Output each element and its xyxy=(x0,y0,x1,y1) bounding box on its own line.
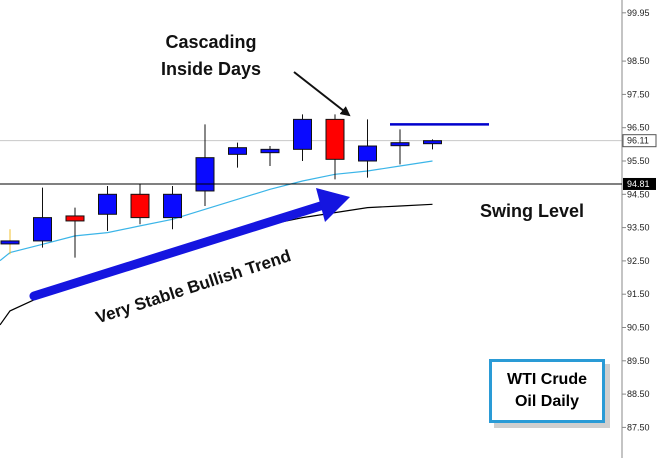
trend-label: Very Stable Bullish Trend xyxy=(93,246,293,327)
y-tick-label: 91.50 xyxy=(627,289,650,299)
candle-bull xyxy=(98,185,117,231)
candle-bull xyxy=(195,124,215,206)
candle-body xyxy=(130,193,150,219)
candle-body xyxy=(325,118,345,160)
candle-bear xyxy=(325,114,345,180)
candle-bull xyxy=(163,185,182,230)
candle-body xyxy=(423,140,442,145)
y-tick-label: 92.50 xyxy=(627,256,650,266)
slow-moving-average-line xyxy=(0,203,433,326)
y-tick-label: 94.50 xyxy=(627,189,650,199)
candle-bull xyxy=(390,129,410,165)
candle-body xyxy=(195,157,215,192)
fast-moving-average-line xyxy=(0,160,433,262)
swing-level-label: Swing Level xyxy=(480,201,584,221)
trend-arrow xyxy=(29,188,350,301)
candle-body xyxy=(390,142,410,147)
candle-doji xyxy=(0,229,20,255)
swing-level-flag xyxy=(623,177,656,190)
y-tick-label: 90.50 xyxy=(627,323,650,333)
candle-bull xyxy=(33,187,52,248)
instrument-info-box: WTI Crude Oil Daily xyxy=(489,359,605,423)
cascading-label-line1: Cascading xyxy=(165,32,256,52)
candle-bull xyxy=(260,146,280,166)
candle-body xyxy=(358,145,377,162)
y-tick-label: 97.50 xyxy=(627,89,650,99)
info-box-line2: Oil Daily xyxy=(514,393,580,410)
swing-level-price-label: 94.81 xyxy=(627,179,650,189)
candle-bear xyxy=(130,184,150,225)
candle-body xyxy=(260,148,280,154)
candle-body xyxy=(98,193,117,215)
y-tick-label: 98.50 xyxy=(627,56,650,66)
y-tick-label: 96.50 xyxy=(627,123,650,133)
cascading-pointer-arrow xyxy=(293,71,351,117)
y-tick-label: 87.50 xyxy=(627,422,650,432)
candle-body xyxy=(33,217,52,242)
cascading-label-line2: Inside Days xyxy=(161,59,261,79)
candle-body xyxy=(65,215,85,222)
y-tick-label: 95.50 xyxy=(627,156,650,166)
y-tick-label: 88.50 xyxy=(627,389,650,399)
candle-bull xyxy=(423,139,442,150)
candle-body xyxy=(0,240,20,245)
candle-body xyxy=(163,193,182,219)
y-tick-label: 89.50 xyxy=(627,356,650,366)
candle-bull xyxy=(228,142,247,168)
y-tick-label: 99.95 xyxy=(627,8,650,18)
info-box-line1: WTI Crude xyxy=(507,371,587,388)
y-tick-label: 93.50 xyxy=(627,223,650,233)
candle-bear xyxy=(65,207,85,258)
current-price-flag xyxy=(622,134,657,148)
candle-bull xyxy=(358,119,377,178)
current-price-label: 96.11 xyxy=(627,136,649,146)
candle-body xyxy=(228,147,247,155)
candle-bull xyxy=(293,114,312,161)
candle-body xyxy=(293,118,312,150)
